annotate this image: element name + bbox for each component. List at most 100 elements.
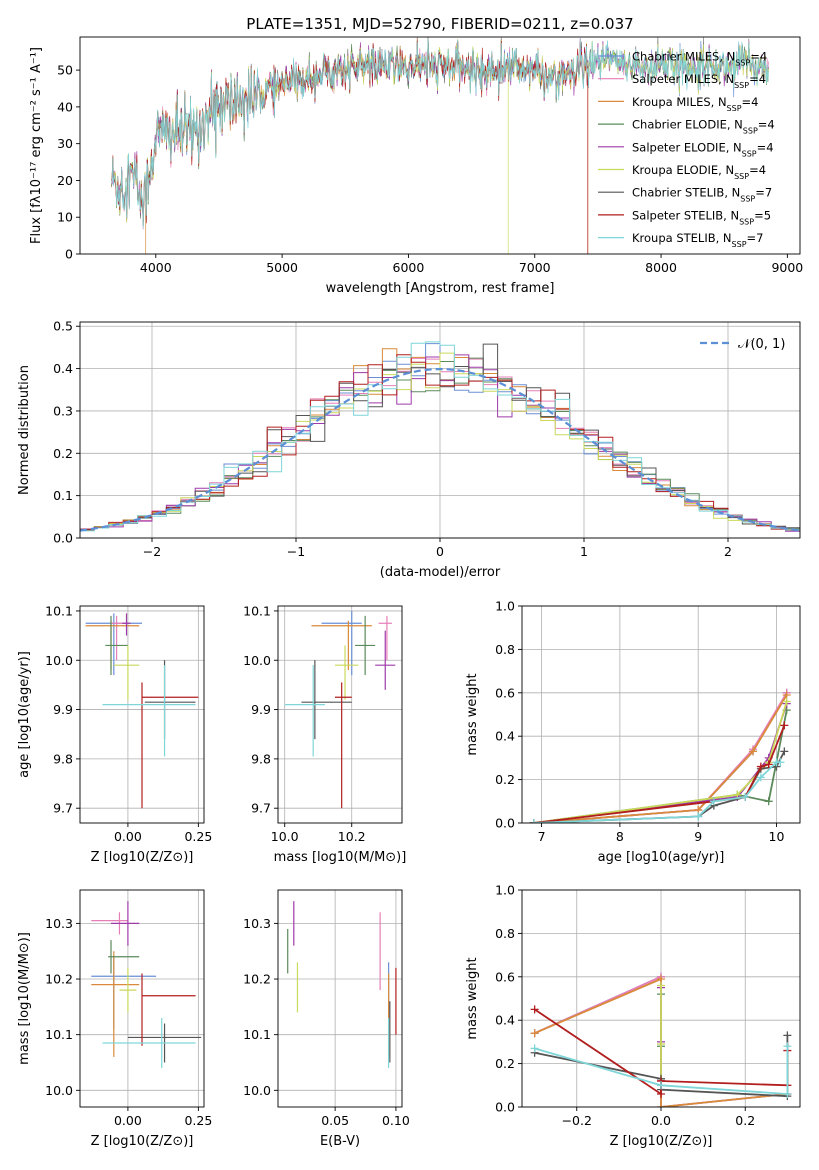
axes-frame [277, 605, 403, 824]
weight-marker-6 [783, 1031, 792, 1040]
x-tick-label: 9 [694, 829, 702, 844]
weight-marker-8 [529, 819, 538, 823]
weight-marker-2 [657, 1103, 665, 1107]
x-axis-label: (data-model)/error [380, 565, 501, 580]
x-tick-label: 0.10 [382, 1113, 410, 1128]
y-tick-label: 10.1 [45, 1027, 73, 1042]
residuals-panel: −2 −1 0 1 2 0.0 0.1 0.2 0.3 0.4 0.5 (data-model)/er… [17, 319, 801, 580]
mass_vs_Z-panel: 0.00 0.25 10.0 10.1 10.2 10.3 Z [log10(Z/Z⊙)] m… [17, 889, 212, 1149]
x-tick-label: 5000 [266, 260, 298, 275]
legend-label-2: Kroupa MILES, NSSP=4 [632, 95, 758, 113]
x-tick-label: 7 [538, 829, 546, 844]
y-axis-label: mass [log10(M/M⊙)] [17, 932, 32, 1065]
legend-label-6: Chabrier STELIB, NSSP=7 [632, 186, 772, 204]
spectrum-panel: 4000 5000 6000 7000 8000 9000 0 10 20 30 40 50 wavel… [29, 36, 803, 296]
y-tick-label: 9.9 [251, 702, 271, 717]
y-tick-label: 0.4 [495, 1013, 515, 1028]
panels: 4000 5000 6000 7000 8000 900001020304050wavel… [17, 36, 803, 1149]
y-tick-label: 0.6 [495, 685, 515, 700]
weight-marker-8 [776, 758, 785, 767]
age_vs_mass-points [284, 610, 396, 809]
weight-marker-5 [657, 981, 665, 990]
age_vs_Z-points [85, 613, 199, 809]
y-tick-label: 10.0 [243, 653, 271, 668]
weight-marker-2 [749, 747, 758, 756]
y-tick-label: 0.8 [495, 926, 515, 941]
x-axis-label: mass [log10(M/M⊙)] [274, 850, 407, 865]
x-tick-label: 0.25 [184, 829, 212, 844]
weight-line-5 [533, 701, 788, 823]
spectrum-lines [111, 37, 769, 254]
y-tick-label: 20 [57, 173, 73, 188]
y-axis-label: Normed distribution [17, 365, 32, 495]
y-tick-label: 0.8 [495, 642, 515, 657]
normal-legend-label: 𝒩(0, 1) [738, 337, 785, 352]
x-tick-label: 10 [769, 829, 785, 844]
y-tick-label: 0.2 [495, 1056, 515, 1071]
legend-label-1: Salpeter MILES, NSSP=4 [632, 72, 766, 90]
weight-marker-3 [764, 797, 773, 806]
weight-marker-7 [657, 1089, 665, 1098]
axes-frame [521, 605, 801, 824]
y-tick-label: 9.8 [251, 751, 271, 766]
x-axis-label: age [log10(age/yr)] [598, 850, 725, 865]
x-tick-label: 0.05 [321, 1113, 349, 1128]
y-tick-label: 40 [57, 99, 73, 114]
histograms [80, 341, 800, 533]
y-axis-label: Flux [fλ10⁻¹⁷ erg cm⁻² s⁻¹ A⁻¹] [29, 47, 44, 244]
y-tick-label: 10.3 [243, 916, 271, 931]
x-tick-label: 6000 [393, 260, 425, 275]
x-tick-label: 2 [724, 544, 732, 559]
x-tick-label: 10.2 [338, 829, 366, 844]
x-tick-label: 4000 [140, 260, 172, 275]
weight-marker-7 [764, 760, 773, 769]
y-tick-label: 0.3 [53, 403, 73, 418]
y-axis-label: mass weight [465, 673, 480, 755]
x-tick-label: −0.2 [562, 1113, 592, 1128]
weight-marker-8 [530, 1044, 539, 1053]
legend-label-7: Salpeter STELIB, NSSP=5 [632, 208, 771, 226]
figure-title: PLATE=1351, MJD=52790, FIBERID=0211, z=0… [246, 15, 633, 33]
spectrum-legend: Chabrier MILES, NSSP=4 Salpeter MILES, NS… [598, 50, 775, 249]
legend-label-3: Chabrier ELODIE, NSSP=4 [632, 118, 775, 136]
axes-frame [79, 889, 205, 1108]
weight-marker-7 [756, 762, 765, 771]
y-tick-label: 50 [57, 63, 73, 78]
legend-label-8: Kroupa STELIB, NSSP=7 [632, 231, 763, 249]
spectrum-series-8 [111, 37, 769, 229]
y-tick-label: 0.2 [53, 446, 73, 461]
y-tick-label: 0.4 [53, 361, 73, 376]
weight_vs_Z-lines [530, 972, 792, 1107]
x-tick-label: 0 [436, 544, 444, 559]
legend-label-4: Salpeter ELODIE, NSSP=4 [632, 140, 774, 158]
weight_vs_age-lines [529, 688, 791, 823]
weight-line-7 [533, 725, 786, 823]
x-tick-label: 0.00 [114, 1113, 142, 1128]
y-tick-label: 10.1 [243, 603, 271, 618]
y-tick-label: 1.0 [495, 883, 515, 898]
y-tick-label: 9.9 [53, 702, 73, 717]
x-tick-label: 8000 [645, 260, 677, 275]
x-tick-label: 9000 [771, 260, 803, 275]
weight-marker-8 [709, 797, 718, 806]
normal-curve [80, 367, 800, 532]
mass_vs_Z-points [91, 901, 202, 1069]
y-tick-label: 9.8 [53, 751, 73, 766]
x-axis-label: wavelength [Angstrom, rest frame] [326, 281, 555, 296]
weight-marker-8 [783, 1042, 792, 1051]
legend-label-5: Kroupa ELODIE, NSSP=4 [632, 163, 766, 181]
x-axis-label: E(B-V) [320, 1134, 360, 1149]
x-axis-label: Z [log10(Z/Z⊙)] [91, 1134, 194, 1149]
weight-marker-8 [657, 1081, 665, 1090]
y-tick-label: 0.0 [495, 1100, 515, 1115]
y-tick-label: 10.0 [243, 1083, 271, 1098]
x-tick-label: 0.2 [735, 1113, 755, 1128]
weight-line-8 [534, 1046, 789, 1095]
mass_vs_ebv-panel: 0.05 0.10 10.0 10.1 10.2 10.3 E(B-V) [243, 889, 410, 1149]
y-tick-label: 0.0 [495, 816, 515, 831]
y-tick-label: 0.5 [53, 319, 73, 334]
y-tick-label: 0.0 [53, 531, 73, 546]
y-tick-label: 0.6 [495, 969, 515, 984]
weight-marker-8 [694, 812, 703, 821]
